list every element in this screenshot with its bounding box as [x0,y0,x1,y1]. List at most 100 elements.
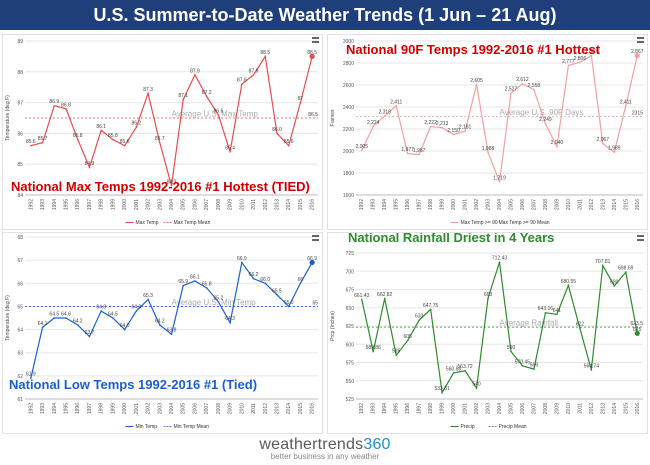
x-tick-label: 1994 [52,199,58,210]
menu-icon[interactable] [637,235,644,241]
x-tick-label: 1993 [371,403,377,414]
y-tick-label: 2600 [343,83,354,89]
x-tick-label: 1996 [405,199,411,210]
chart-90f-days: 1600 1800 2000 2200 2400 2600 2800 3000 Frames 19… [327,34,648,230]
data-point [135,310,138,312]
data-point [579,61,581,64]
x-tick-label: 2007 [531,199,537,210]
x-tick-label: 1999 [110,403,116,414]
x-tick-label: 1992 [28,199,34,210]
data-point [299,101,302,104]
menu-icon[interactable] [312,235,319,241]
chart-headline: National Low Temps 1992-2016 #1 (Tied) [9,377,257,392]
data-point [624,104,627,107]
data-label: 86.2 [131,121,141,127]
data-point [112,317,114,319]
data-label: 1,967 [413,148,426,154]
data-point [475,83,478,86]
data-point [624,271,627,274]
data-label: 87.6 [237,78,247,84]
data-label: 86.8 [61,102,71,108]
x-tick-label: 1993 [40,403,46,414]
data-point [276,294,278,296]
data-label: 85.8 [73,133,83,139]
x-tick-label: 2014 [612,403,618,414]
chart-headline: National Max Temps 1992-2016 #1 Hottest … [11,179,310,194]
data-label: 85.6 [284,139,294,145]
menu-icon[interactable] [637,37,644,43]
data-point [88,166,91,169]
data-label: 563.72 [457,364,473,370]
mean-annotation: Average U.S. Max Temp [172,110,259,119]
mean-value-label: 86.5 [308,112,318,118]
data-label: 2,527 [505,87,518,93]
data-label: 2,224 [367,120,380,126]
y-tick-label: 600 [346,342,355,348]
x-tick-label: 1995 [64,403,70,414]
data-label: 61.9 [26,372,36,378]
menu-icon[interactable] [312,37,319,43]
data-point [205,95,208,98]
data-point [147,298,149,301]
data-point [383,297,386,300]
x-tick-label: 2009 [228,403,234,414]
data-label: 87.1 [178,93,188,99]
data-label: 86.6 [214,108,224,114]
data-label: 64.8 [131,305,141,311]
x-tick-label: 2005 [181,199,187,210]
data-label: 86.9 [49,99,59,105]
data-label: 85.6 [120,139,130,145]
x-tick-label: 2011 [577,199,583,210]
data-point [613,151,616,154]
data-label: 63.8 [167,328,177,334]
x-tick-label: 1995 [394,403,400,414]
y-tick-label: 2000 [343,149,354,155]
data-label: 566 [530,363,539,369]
data-label: 1,988 [482,146,495,152]
data-point [76,324,79,326]
data-label: 64.2 [155,318,165,324]
data-label: 2,777 [562,59,575,65]
data-label: 65.8 [202,281,212,287]
mean-value-label: 65 [312,300,318,306]
x-tick-label: 2005 [508,199,514,210]
y-tick-label: 1600 [343,193,354,199]
data-point [194,280,196,282]
data-label: 641 [553,308,562,314]
x-tick-label: 2014 [286,403,292,414]
data-label: 643.16 [538,306,554,312]
x-tick-label: 2002 [146,199,152,210]
x-tick-label: 2003 [157,199,163,210]
x-tick-label: 2006 [192,403,198,414]
x-tick-label: 2000 [122,199,128,210]
data-point [487,297,489,300]
mean-value-label: 2315 [632,110,643,116]
legend-item: Precip [461,424,475,430]
y-tick-label: 575 [346,361,355,367]
data-label: 66 [298,277,304,283]
x-tick-label: 1999 [440,403,446,414]
data-label: 85.8 [108,133,118,139]
y-tick-label: 2800 [343,61,354,67]
data-point [395,104,397,107]
x-tick-label: 2006 [520,199,526,210]
data-label: 663 [484,292,493,298]
data-label: 564.74 [584,363,600,369]
data-point [590,54,593,57]
legend-item: Precip Mean [499,424,527,430]
data-label: 85.7 [155,136,165,142]
data-point [475,387,478,389]
data-point [123,328,126,331]
data-point [194,74,196,76]
data-point [602,264,604,267]
x-tick-label: 2015 [298,403,304,414]
x-tick-label: 2007 [204,199,210,210]
data-label: 2,867 [631,49,644,55]
data-label: 712.43 [492,256,508,262]
x-tick-label: 2003 [486,403,492,414]
x-tick-label: 1997 [417,199,423,210]
x-tick-label: 1997 [417,403,423,414]
data-label: 2,612 [516,77,529,83]
data-label: 64.2 [73,318,83,324]
data-point [452,133,455,136]
